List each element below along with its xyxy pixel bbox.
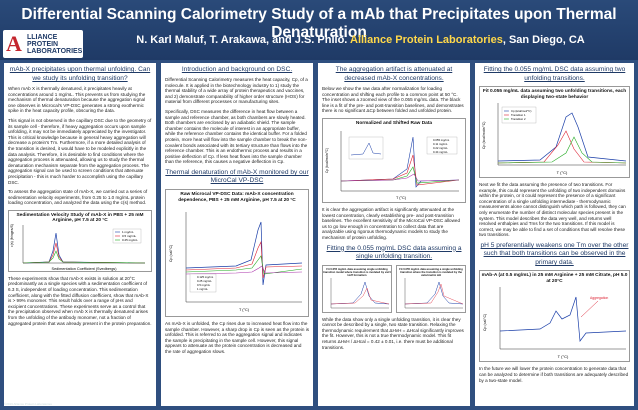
twostate-legend-3: Transition 2	[511, 117, 526, 121]
col2-p2: Specifically, DSC measures the differenc…	[165, 108, 308, 165]
vanthoff-title: Fit 0.055 mg/mL data assuming single unf…	[323, 267, 391, 277]
ph5-figure-title: mAb-A (at 0.5 mg/mL) in 25 mM Arginine +…	[481, 273, 628, 285]
vpdsc-legend-2: 0.25 mg/mL	[197, 279, 212, 283]
normalized-legend-4: 0.44 mg/mL	[433, 150, 448, 154]
normalized-legend-3: 0.22 mg/mL	[433, 146, 448, 150]
organization: Alliance Protein Laboratories	[350, 34, 503, 46]
col1-p3: To assess the aggregation state of mAb-X…	[8, 189, 148, 206]
normalized-legend-1: 0.055 mg/mL	[433, 138, 450, 142]
twostate-legend-1: Cp (kcal/mol/°C)	[511, 109, 531, 113]
col4-p2: In the future we will lower the protein …	[479, 366, 629, 383]
col4-heading-2: pH 5 preferentially weakens one Tm over …	[480, 241, 629, 266]
ph5-ylabel: Cp (cal/°C)	[483, 314, 487, 331]
col2-p1: Differential Scanning Calorimetry measur…	[165, 77, 308, 105]
calorimetric-figure: Fit 0.055 mg/mL data assuming a single u…	[396, 264, 466, 313]
vpdsc-plot: Cp (cal/°C) T (°C) 0.125 mg/mL 0.25 mg/m…	[169, 211, 303, 312]
col1-heading: mAb-X precipitates upon thermal unfoldin…	[9, 66, 151, 82]
normalized-plot: Cp (kcal/mole/°C) T (°C) 0.055 mg/mL 0.1…	[325, 130, 460, 200]
col2-p3: As mAb-X is unfolded, the Cp rises due t…	[165, 320, 310, 354]
sv-figure-title: Sedimentation Velocity Study of mAb-X in…	[16, 212, 144, 224]
authors-line: N. Karl Maluf, T. Arakawa, and J.S. Phil…	[88, 34, 633, 46]
ph5-figure: mAb-A (at 0.5 mg/mL) in 25 mM Arginine +…	[479, 270, 630, 363]
column-4: Fitting the 0.055 mg/mL DSC data assumin…	[475, 63, 634, 406]
col1-p1: When mAb X is thermally denatured, it pr…	[8, 86, 146, 114]
normalized-legend-2: 0.11 mg/mL	[433, 142, 448, 146]
normalized-figure-title: Normalized and Shifted Raw Data	[355, 120, 433, 126]
sv-xlabel: Sedimentation Coefficient (Svedbergs)	[52, 267, 118, 271]
col4-p1: Next we fit the data assuming the presen…	[479, 182, 626, 238]
calorimetric-title: Fit 0.055 mg/mL data assuming a single u…	[399, 267, 463, 277]
vpdsc-ylabel: Cp (cal/°C)	[169, 245, 173, 262]
ph5-xlabel: T (°C)	[558, 354, 569, 359]
twostate-ylabel: Cp (kcal/mole/°C)	[482, 122, 486, 149]
ph5-plot: Aggregation Cp (cal/°C) T (°C)	[483, 287, 627, 359]
aggregation-label: Aggregation	[590, 296, 608, 300]
col2-heading: Introduction and background on DSC.	[181, 66, 293, 73]
vpdsc-legend-3: 0.5 mg/mL	[197, 283, 211, 287]
poster-title: Differential Scanning Calorimetry Study …	[21, 6, 617, 41]
column-1: mAb-X precipitates upon thermal unfoldin…	[4, 63, 156, 406]
col1-p2: This signal is not observed in the capil…	[8, 117, 152, 185]
col3-p2: It is clear the aggregation artifact is …	[322, 206, 461, 240]
sv-legend-1: 1 mg/mL	[122, 230, 134, 234]
location: , San Diego, CA	[502, 34, 585, 46]
calorimetric-plot	[404, 277, 464, 308]
mini-figures: Fit 0.055 mg/mL data assuming single unf…	[322, 264, 466, 313]
header-bar	[0, 0, 638, 60]
col2-heading-2: Thermal denaturation of mAb-X monitored …	[165, 168, 309, 185]
vanthoff-plot	[330, 277, 390, 308]
twostate-figure: Fit 0.055 mg/mL data assuming two unfold…	[479, 86, 630, 178]
sv-figure: Sedimentation Velocity Study of mAb-X in…	[8, 209, 152, 272]
vpdsc-figure-title: Raw Microcal VP-DSC Data: mAb-X concentr…	[178, 191, 296, 203]
logo-letter: A	[6, 31, 22, 56]
col3-heading: The aggregation artifact is attenuated a…	[335, 66, 453, 82]
normalized-xlabel: T (°C)	[396, 196, 407, 200]
vpdsc-legend-1: 0.125 mg/mL	[197, 275, 214, 279]
col3-heading-2: Fitting the 0.055 mg/mL DSC data assumin…	[326, 244, 462, 261]
vpdsc-figure: Raw Microcal VP-DSC Data: mAb-X concentr…	[165, 188, 309, 317]
col1-p4: These experiments show that mAb-X exists…	[8, 275, 152, 326]
logo-text: LLIANCE PROTEIN LABORATORIES	[27, 34, 83, 55]
author-names: N. Karl Maluf, T. Arakawa, and J.S. Phil…	[136, 34, 348, 46]
footer: ©2016 Alliance Protein Laboratories	[4, 402, 52, 406]
normalized-figure: Normalized and Shifted Raw Data Cp (kcal…	[322, 117, 466, 203]
col3-p1: Below we show the raw data after normali…	[322, 86, 464, 114]
twostate-figure-title: Fit 0.055 mg/mL data assuming two unfold…	[482, 89, 627, 100]
col4-heading: Fitting the 0.055 mg/mL DSC data assumin…	[483, 66, 626, 82]
column-2: Introduction and background on DSC. Diff…	[161, 63, 313, 406]
normalized-ylabel: Cp (kcal/mole/°C)	[325, 148, 329, 173]
col3-p3: While the data show only a single unfold…	[322, 316, 464, 350]
sv-plot: c(s) (fringes/S) Sedimentation Coefficie…	[10, 224, 146, 271]
vpdsc-legend-4: 1 mg/mL	[197, 287, 208, 291]
twostate-legend-2: Transition 1	[511, 113, 526, 117]
sv-ylabel: c(s) (fringes/S)	[10, 224, 14, 247]
vanthoff-figure: Fit 0.055 mg/mL data assuming single unf…	[322, 264, 392, 313]
sv-legend-2: 0.5 mg/mL	[122, 234, 137, 238]
twostate-xlabel: T (°C)	[557, 170, 568, 175]
vpdsc-xlabel: T (°C)	[239, 308, 250, 312]
sv-legend-3: 0.25 mg/mL	[122, 238, 138, 242]
column-3: The aggregation artifact is attenuated a…	[318, 63, 470, 406]
alliance-logo: A LLIANCE PROTEIN LABORATORIES	[3, 30, 83, 58]
twostate-plot: Cp (kcal/mole/°C) T (°C) Cp (kcal/mol/°C…	[482, 103, 627, 175]
